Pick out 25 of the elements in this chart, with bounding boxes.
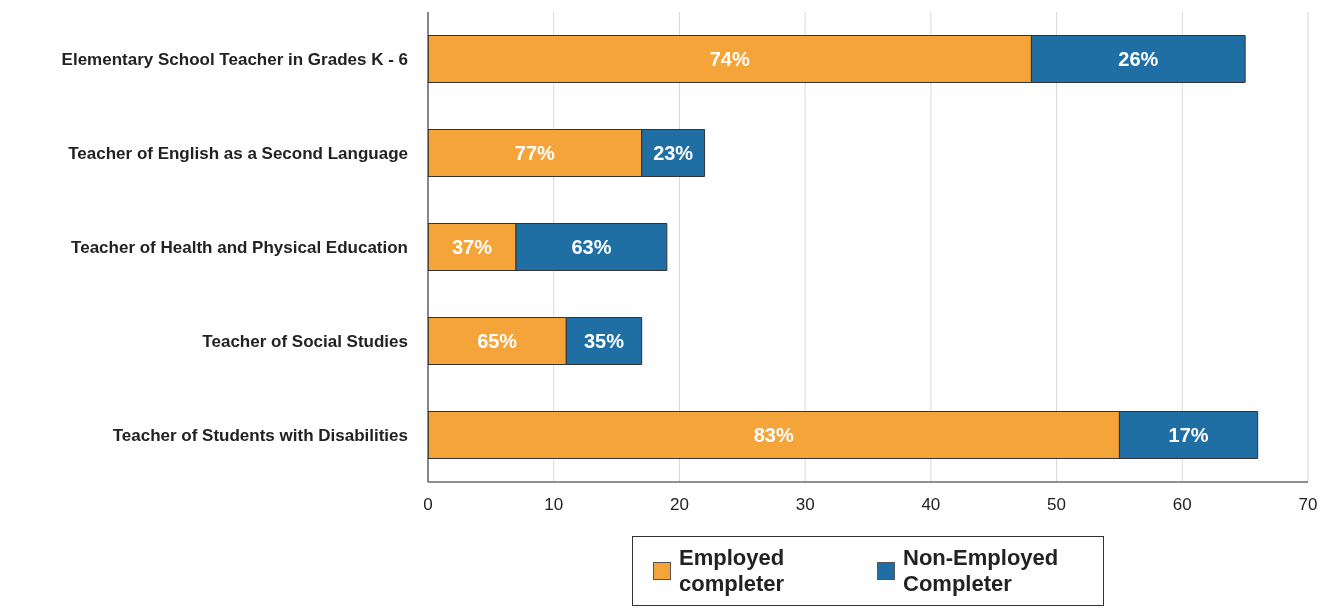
- annotation: 23%: [653, 142, 694, 164]
- annotation: 74%: [709, 48, 750, 70]
- x-tick-label: 40: [921, 495, 941, 515]
- x-tick-label: 50: [1047, 495, 1067, 515]
- y-tick-label: Teacher of Social Studies: [202, 332, 408, 352]
- y-tick-label: Elementary School Teacher in Grades K - 6: [61, 50, 408, 70]
- y-tick-label: Teacher of English as a Second Language: [68, 144, 408, 164]
- x-tick-label: 20: [669, 495, 689, 515]
- x-tick-label: 0: [423, 495, 433, 515]
- y-tick-label: Teacher of Students with Disabilities: [112, 426, 408, 446]
- annotation: 17%: [1168, 424, 1209, 446]
- annotation: 77%: [514, 142, 556, 164]
- y-tick-label: Teacher of Health and Physical Education: [71, 238, 408, 258]
- x-tick-label: 30: [795, 495, 815, 515]
- annotation: 26%: [1118, 48, 1159, 70]
- x-tick-label: 60: [1172, 495, 1192, 515]
- annotation: 83%: [753, 424, 794, 446]
- annotation: 35%: [583, 330, 625, 352]
- x-tick-label: 10: [544, 495, 564, 515]
- annotation: 63%: [571, 236, 612, 258]
- legend-label: Employed completer: [679, 545, 786, 597]
- legend-label: Non-Employed Completer: [903, 545, 1060, 597]
- annotation: 65%: [477, 330, 518, 352]
- x-tick-label: 70: [1298, 495, 1318, 515]
- annotation: 37%: [451, 236, 493, 258]
